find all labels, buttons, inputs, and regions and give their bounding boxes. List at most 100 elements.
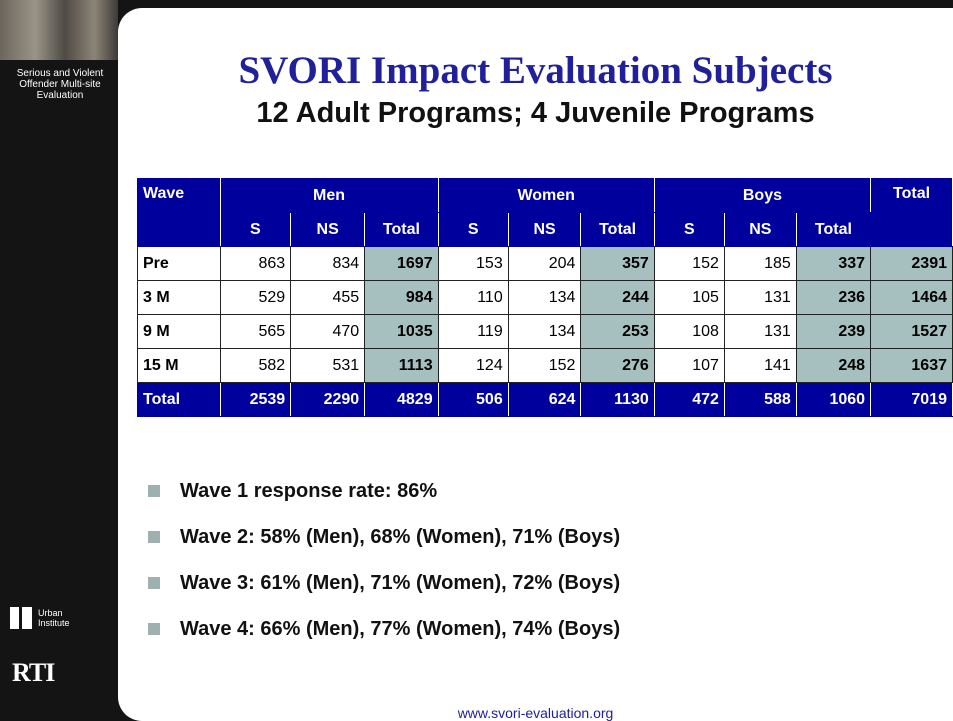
cell: 248 (796, 349, 870, 383)
cell: 506 (438, 383, 508, 417)
bullet: Wave 1 response rate: 86% (148, 468, 620, 514)
sub-header: S (654, 213, 724, 247)
cell: 863 (220, 247, 291, 281)
cell: 185 (724, 247, 796, 281)
bullet-marker (148, 623, 160, 635)
cell: 107 (654, 349, 724, 383)
cell: 253 (581, 315, 654, 349)
cell: 110 (438, 281, 508, 315)
cell: 152 (508, 349, 581, 383)
bullet: Wave 3: 61% (Men), 71% (Women), 72% (Boy… (148, 560, 620, 606)
cell: 141 (724, 349, 796, 383)
cell: 152 (654, 247, 724, 281)
sub-header: Total (796, 213, 870, 247)
cell: 834 (291, 247, 365, 281)
cell: 134 (508, 281, 581, 315)
cell: 1637 (871, 349, 953, 383)
cell: 105 (654, 281, 724, 315)
cell: 276 (581, 349, 654, 383)
urban-logo-icon (10, 607, 32, 629)
sub-header: NS (508, 213, 581, 247)
cell: 124 (438, 349, 508, 383)
cell: 134 (508, 315, 581, 349)
cell: 131 (724, 315, 796, 349)
bullet-text: Wave 1 response rate: 86% (180, 480, 437, 503)
bullet-text: Wave 3: 61% (Men), 71% (Women), 72% (Boy… (180, 572, 620, 595)
group-header: Women (438, 179, 654, 213)
cell: 153 (438, 247, 508, 281)
cell: 624 (508, 383, 581, 417)
urban-logo: Urban Institute (10, 607, 78, 629)
cell: 1113 (365, 349, 438, 383)
cell: 239 (796, 315, 870, 349)
bullet-marker (148, 531, 160, 543)
cell: 1527 (871, 315, 953, 349)
cell: 1035 (365, 315, 438, 349)
cell: 244 (581, 281, 654, 315)
cell: 565 (220, 315, 291, 349)
cell: 337 (796, 247, 870, 281)
cell: 472 (654, 383, 724, 417)
group-header: Boys (654, 179, 870, 213)
cell: 4829 (365, 383, 438, 417)
sidebar-photo (0, 0, 118, 60)
cell: 1060 (796, 383, 870, 417)
cell: 588 (724, 383, 796, 417)
cell: 1464 (871, 281, 953, 315)
group-header: Men (220, 179, 438, 213)
cell: 984 (365, 281, 438, 315)
slide: Serious and Violent Offender Multi-site … (0, 0, 953, 721)
cell: 529 (220, 281, 291, 315)
bullet: Wave 2: 58% (Men), 68% (Women), 71% (Boy… (148, 514, 620, 560)
cell: 108 (654, 315, 724, 349)
cell: 1130 (581, 383, 654, 417)
footer-url: www.svori-evaluation.org (118, 705, 953, 721)
cell: 582 (220, 349, 291, 383)
cell: 2391 (871, 247, 953, 281)
sub-header: Total (581, 213, 654, 247)
group-header: Wave (138, 179, 221, 247)
cell: 531 (291, 349, 365, 383)
bullet-list: Wave 1 response rate: 86% Wave 2: 58% (Me… (148, 468, 620, 652)
row-label: Total (138, 383, 221, 417)
row-label: 3 M (138, 281, 221, 315)
urban-logo-text: Urban Institute (38, 608, 78, 628)
cell: 7019 (871, 383, 953, 417)
bullet-marker (148, 485, 160, 497)
row-label: 15 M (138, 349, 221, 383)
cell: 470 (291, 315, 365, 349)
cell: 1697 (365, 247, 438, 281)
sub-header: NS (724, 213, 796, 247)
cell: 2539 (220, 383, 291, 417)
subtitle: 12 Adult Programs; 4 Juvenile Programs (118, 97, 953, 130)
bullet-text: Wave 2: 58% (Men), 68% (Women), 71% (Boy… (180, 526, 620, 549)
sub-header: Total (365, 213, 438, 247)
row-label: 9 M (138, 315, 221, 349)
cell: 2290 (291, 383, 365, 417)
cell: 119 (438, 315, 508, 349)
title: SVORI Impact Evaluation Subjects (118, 48, 953, 93)
cell: 357 (581, 247, 654, 281)
sub-header: S (438, 213, 508, 247)
cell: 236 (796, 281, 870, 315)
cell: 455 (291, 281, 365, 315)
rti-logo: RTI (12, 658, 54, 688)
cell: 204 (508, 247, 581, 281)
bullet: Wave 4: 66% (Men), 77% (Women), 74% (Boy… (148, 606, 620, 652)
sub-header: NS (291, 213, 365, 247)
sub-header: S (220, 213, 291, 247)
bullet-text: Wave 4: 66% (Men), 77% (Women), 74% (Boy… (180, 618, 620, 641)
bullet-marker (148, 577, 160, 589)
row-label: Pre (138, 247, 221, 281)
sidebar-tagline: Serious and Violent Offender Multi-site … (2, 68, 118, 101)
cell: 131 (724, 281, 796, 315)
group-header: Total (871, 179, 953, 247)
